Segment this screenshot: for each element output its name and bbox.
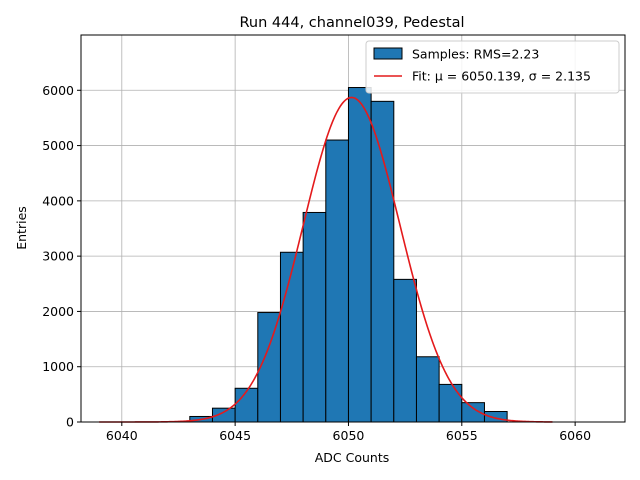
histogram-bar (257, 312, 281, 423)
y-tick-label: 4000 (42, 193, 74, 208)
y-axis: 0 1000 2000 3000 4000 5000 6000 (42, 83, 81, 430)
histogram-bar (370, 100, 395, 423)
x-tick-label: 6050 (333, 428, 365, 443)
y-axis-label: Entries (14, 206, 29, 250)
legend: Samples: RMS=2.23 Fit: μ = 6050.139, σ =… (365, 40, 620, 94)
legend-histogram-swatch (373, 47, 403, 60)
x-axis-label: ADC Counts (315, 450, 390, 465)
legend-box (365, 40, 620, 94)
x-axis: 6040 6045 6050 6055 6060 (106, 422, 591, 443)
y-tick-label: 0 (66, 415, 74, 430)
histogram-bar (302, 211, 327, 423)
x-tick-label: 6045 (219, 428, 251, 443)
y-tick-label: 6000 (42, 83, 74, 98)
plot-frame (80, 34, 626, 423)
histogram-bars (189, 87, 508, 423)
x-tick-label: 6060 (559, 428, 591, 443)
histogram-bar (279, 251, 304, 423)
x-tick-label: 6040 (106, 428, 138, 443)
legend-histogram-label: Samples: RMS=2.23 (412, 47, 539, 62)
histogram-bar (347, 87, 372, 423)
y-tick-label: 2000 (42, 304, 74, 319)
y-tick-label: 3000 (42, 249, 74, 264)
histogram-bar (415, 356, 440, 423)
histogram-bar (438, 383, 463, 423)
histogram-bar (325, 139, 349, 423)
histogram-bar (234, 387, 259, 423)
chart-title: Run 444, channel039, Pedestal (239, 15, 464, 31)
y-tick-label: 5000 (42, 138, 74, 153)
histogram-bar (393, 278, 417, 423)
x-tick-label: 6055 (446, 428, 478, 443)
y-tick-label: 1000 (42, 359, 74, 374)
legend-fit-label: Fit: μ = 6050.139, σ = 2.135 (412, 69, 591, 84)
